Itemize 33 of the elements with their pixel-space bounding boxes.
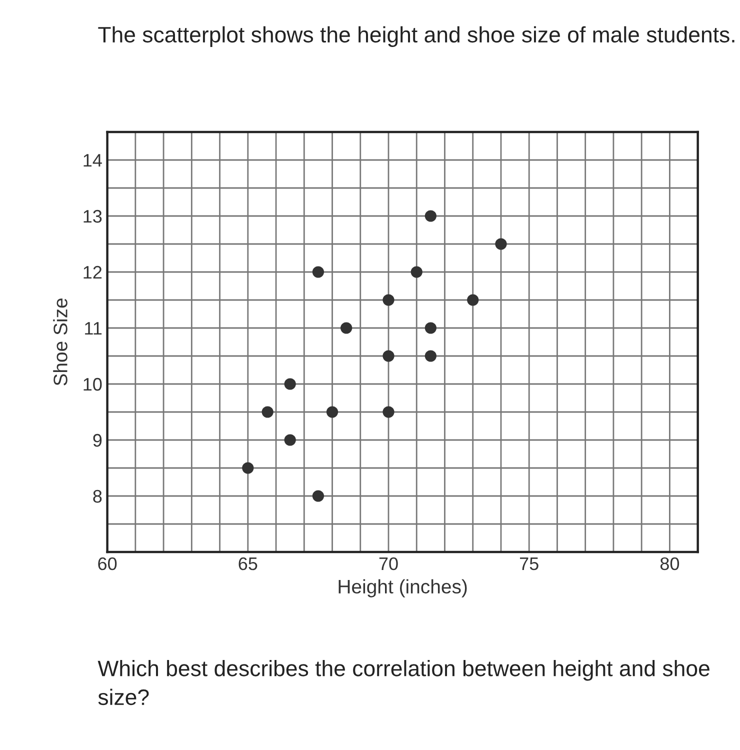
x-tick-label: 65 xyxy=(238,557,258,570)
x-axis-title: Height (inches) xyxy=(338,579,467,598)
x-tick-label: 70 xyxy=(379,557,398,570)
point xyxy=(410,266,422,278)
y-tick-label: 13 xyxy=(84,210,102,223)
point xyxy=(424,210,436,222)
point xyxy=(382,350,394,362)
point xyxy=(284,378,296,390)
point xyxy=(242,462,254,474)
text: Which best describes the correlation between height and shoe size? xyxy=(98,660,710,706)
point xyxy=(382,406,394,418)
y-tick-label: 12 xyxy=(84,266,102,279)
point xyxy=(382,294,394,306)
point xyxy=(262,406,274,418)
point xyxy=(312,490,324,502)
point xyxy=(424,350,436,362)
point xyxy=(495,238,507,250)
y-tick-label: 14 xyxy=(84,154,102,167)
point xyxy=(340,322,352,334)
chart-title: The scatterplot shows the height and shoe size of male students. xyxy=(98,26,734,47)
x-tick-label: 80 xyxy=(660,557,680,570)
point xyxy=(326,406,338,418)
x-tick-label: 60 xyxy=(98,557,117,570)
point xyxy=(467,294,479,306)
point xyxy=(312,266,324,278)
y-tick-label: 9 xyxy=(93,434,102,447)
y-tick-label: 11 xyxy=(85,322,102,335)
point xyxy=(284,434,296,446)
point xyxy=(424,322,436,334)
y-tick-label: 10 xyxy=(84,378,102,391)
y-tick-label: 8 xyxy=(93,490,102,503)
y-axis-title: Shoe Size xyxy=(53,298,68,386)
x-tick-label: 75 xyxy=(520,558,538,570)
